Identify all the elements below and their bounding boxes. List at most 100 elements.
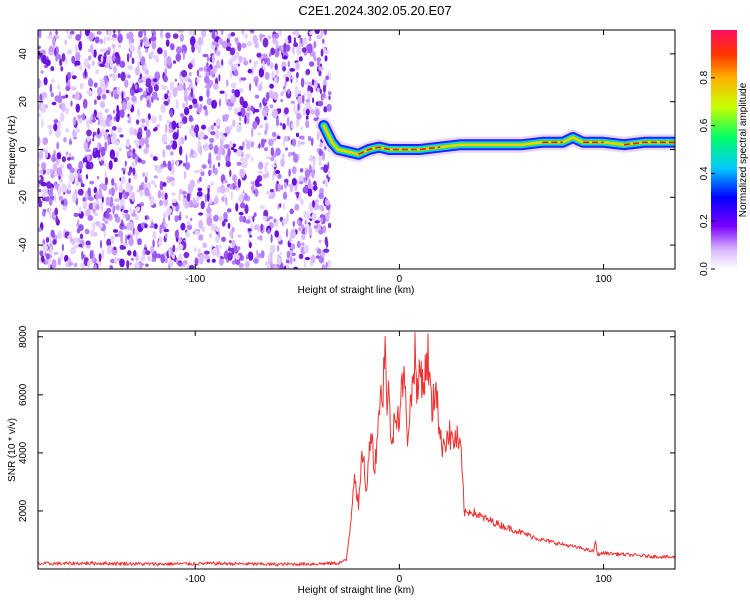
noise-point [188,264,195,269]
noise-point [96,31,102,35]
noise-point [114,213,119,219]
noise-point [279,251,282,256]
noise-point [296,219,300,225]
noise-point [247,215,253,220]
noise-point [105,212,110,220]
noise-point [325,200,330,206]
noise-point [126,182,131,193]
noise-point [99,63,105,68]
noise-point [218,98,222,107]
noise-point [162,160,166,167]
noise-point [235,254,240,260]
noise-point [100,146,106,157]
noise-point [229,240,232,244]
noise-point [324,236,328,246]
spectrogram-y-axis: 40 20 0 -20 -40 [18,48,675,252]
noise-point [194,230,200,236]
noise-point [260,223,263,232]
noise-point [127,64,134,71]
noise-point [99,240,103,249]
noise-point [309,30,314,36]
noise-point [110,135,117,145]
noise-point [300,198,304,206]
noise-point [58,175,61,180]
noise-point [98,193,103,199]
noise-point [182,116,188,124]
noise-point [312,97,315,104]
noise-point [296,45,302,56]
noise-point [49,168,53,174]
noise-point [116,86,121,97]
noise-point [264,122,269,132]
noise-point [178,214,182,221]
snr-x-axis: -100 0 100 [185,331,612,585]
noise-point [213,122,216,126]
noise-point [43,77,48,86]
noise-point [129,52,132,58]
noise-point [145,129,151,138]
noise-point [203,142,209,152]
noise-point [81,250,84,260]
noise-point [100,101,106,109]
noise-point [87,63,91,70]
noise-point [250,105,254,112]
noise-point [121,176,126,184]
noise-point [129,166,133,173]
noise-point [230,94,234,99]
noise-point [175,247,178,252]
noise-point [289,255,293,265]
noise-point [291,123,294,129]
noise-point [92,137,95,142]
noise-point [179,145,183,156]
noise-point [39,250,44,257]
noise-point [185,203,190,208]
noise-point [251,184,255,193]
noise-point [270,47,275,56]
noise-point [244,33,248,39]
noise-point [151,40,157,50]
noise-point [219,37,223,46]
noise-point [192,197,196,206]
noise-point [246,140,251,150]
noise-point [68,172,75,183]
noise-point [55,30,58,35]
noise-point [312,185,318,191]
noise-point [105,196,111,206]
noise-point [70,100,73,107]
noise-point [206,97,212,106]
noise-point [133,209,136,215]
noise-point [196,69,200,77]
noise-point [318,72,322,77]
noise-point [164,192,168,200]
noise-point [318,162,323,166]
noise-point [208,213,212,218]
noise-point [114,184,118,192]
noise-point [315,255,320,259]
noise-point [164,93,169,100]
noise-point [326,103,332,112]
noise-point [284,180,288,190]
noise-point [172,244,176,253]
noise-point [52,37,56,47]
noise-point [237,234,242,238]
noise-point [257,84,263,92]
noise-point [211,41,217,46]
noise-point [48,189,54,197]
noise-point [100,160,104,165]
noise-point [112,72,117,82]
noise-point [123,209,129,213]
noise-point [66,163,72,170]
noise-point [95,147,101,158]
noise-point [50,92,54,98]
noise-point [284,38,289,45]
noise-point [111,246,118,256]
noise-point [283,217,289,225]
noise-point [270,147,274,157]
noise-point [42,239,46,245]
noise-point [164,257,168,264]
noise-point [303,210,307,219]
noise-point [136,131,142,140]
noise-point [38,163,41,167]
noise-point [137,158,142,163]
noise-point [78,243,83,248]
